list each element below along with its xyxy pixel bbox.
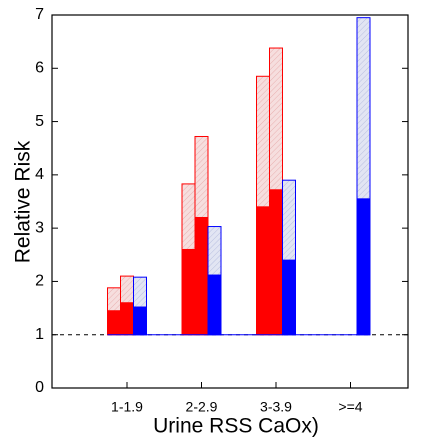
bar: [269, 189, 283, 336]
x-tick-label: 2-2.9: [186, 399, 218, 415]
bar: [194, 216, 209, 336]
bar: [181, 248, 196, 336]
bar: [282, 259, 296, 336]
y-axis-title: Relative Risk: [12, 140, 35, 263]
bar: [356, 198, 371, 336]
y-tick-label: 6: [35, 60, 44, 77]
bar: [120, 302, 134, 336]
bar: [207, 274, 222, 336]
y-tick-label: 5: [35, 113, 44, 130]
y-tick-label: 4: [35, 166, 44, 183]
x-tick-label: >=4: [338, 399, 362, 415]
y-tick-label: 1: [35, 326, 44, 343]
bar: [256, 206, 270, 336]
y-tick-label: 3: [35, 219, 44, 236]
x-axis-title: Urine RSS CaOx): [153, 415, 319, 438]
x-tick-label: 3-3.9: [260, 399, 292, 415]
y-tick-label: 2: [35, 273, 44, 290]
x-tick-label: 1-1.9: [111, 399, 143, 415]
plot-frame: [51, 14, 409, 389]
y-tick-label: 7: [35, 6, 44, 23]
bar: [133, 306, 147, 336]
y-tick-label: 0: [35, 379, 44, 396]
bar: [107, 310, 121, 336]
